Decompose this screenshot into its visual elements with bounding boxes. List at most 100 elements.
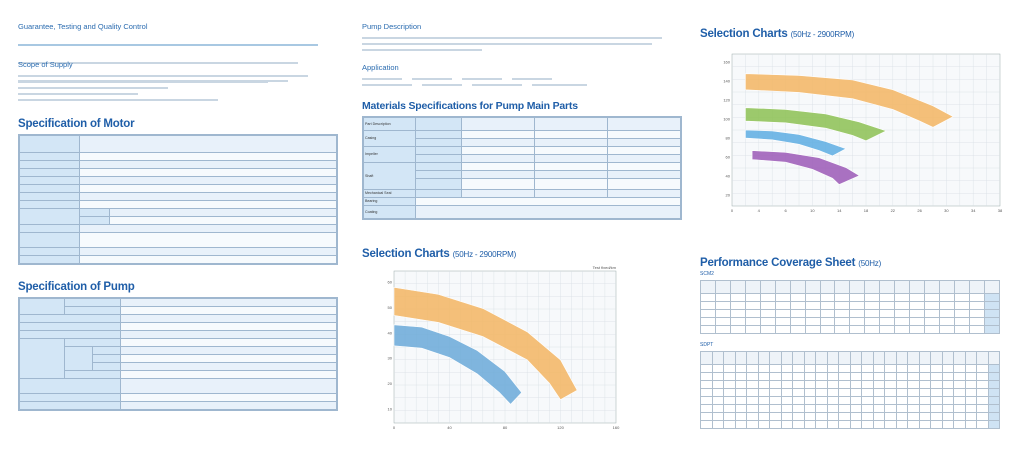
table-cell bbox=[879, 325, 896, 334]
table-cell bbox=[894, 301, 911, 310]
table-cell bbox=[714, 293, 731, 302]
table-cell bbox=[895, 372, 908, 381]
table-cell bbox=[711, 404, 724, 413]
table-cell bbox=[734, 412, 747, 421]
table-cell bbox=[964, 388, 977, 397]
table-cell bbox=[789, 301, 806, 310]
table-cell bbox=[964, 380, 977, 389]
table-cell bbox=[924, 301, 940, 310]
table-cell bbox=[953, 351, 966, 365]
table-cell bbox=[723, 412, 736, 421]
table-cell bbox=[838, 404, 851, 413]
table-cell bbox=[769, 404, 782, 413]
table-cell bbox=[803, 404, 816, 413]
table-cell bbox=[953, 388, 966, 397]
table-cell bbox=[838, 412, 851, 421]
table-cell bbox=[780, 412, 793, 421]
table-cell bbox=[884, 380, 897, 389]
table-cell bbox=[968, 309, 985, 318]
table-cell bbox=[759, 301, 776, 310]
table-cell bbox=[711, 412, 724, 421]
table-cell bbox=[769, 372, 782, 381]
table-cell bbox=[849, 364, 862, 373]
table-cell bbox=[849, 380, 862, 389]
table-cell bbox=[734, 380, 747, 389]
table-cell bbox=[930, 380, 943, 389]
table-cell bbox=[884, 364, 897, 373]
table-cell bbox=[714, 280, 731, 294]
table-cell bbox=[930, 420, 943, 429]
table-cell bbox=[987, 372, 1000, 381]
x-tick-label: 18 bbox=[864, 208, 869, 213]
table-cell bbox=[819, 325, 836, 334]
table-cell bbox=[744, 301, 761, 310]
table-cell bbox=[819, 280, 836, 294]
table-cell bbox=[774, 280, 791, 294]
table-row bbox=[700, 351, 1000, 365]
table-cell bbox=[700, 317, 716, 326]
table-cell bbox=[907, 364, 920, 373]
table-cell bbox=[930, 396, 943, 405]
y-tick-label: 160 bbox=[723, 60, 730, 65]
table-cell bbox=[939, 301, 955, 310]
table-cell bbox=[872, 372, 885, 381]
table-cell bbox=[909, 301, 926, 310]
table-cell bbox=[924, 309, 940, 318]
table-row bbox=[700, 301, 1001, 310]
table-cell bbox=[723, 388, 736, 397]
table-cell bbox=[930, 404, 943, 413]
table-cell bbox=[769, 380, 782, 389]
x-tick-label: 30 bbox=[944, 208, 949, 213]
table-cell bbox=[918, 351, 931, 365]
table-cell bbox=[941, 388, 954, 397]
table-cell bbox=[907, 380, 920, 389]
table-cell bbox=[780, 396, 793, 405]
performance-table-scm2 bbox=[700, 280, 1001, 334]
table-cell bbox=[895, 412, 908, 421]
table-cell bbox=[804, 325, 821, 334]
table-cell bbox=[872, 380, 885, 389]
table-cell bbox=[700, 420, 713, 429]
table-cell bbox=[968, 325, 985, 334]
table-cell bbox=[872, 412, 885, 421]
table-cell bbox=[964, 396, 977, 405]
table-cell bbox=[700, 293, 716, 302]
table-cell bbox=[872, 388, 885, 397]
table-cell bbox=[879, 280, 896, 294]
table-cell bbox=[895, 351, 908, 365]
x-tick-label: 80 bbox=[503, 425, 508, 430]
series-band-2 bbox=[393, 324, 523, 405]
pump-spec-table bbox=[18, 297, 338, 411]
table-cell bbox=[815, 388, 828, 397]
table-cell bbox=[924, 325, 940, 334]
table-cell bbox=[769, 412, 782, 421]
table-cell bbox=[987, 388, 1000, 397]
table-cell bbox=[924, 317, 940, 326]
table-cell bbox=[723, 420, 736, 429]
table-cell bbox=[789, 293, 806, 302]
table-cell bbox=[714, 309, 731, 318]
table-cell bbox=[723, 404, 736, 413]
chart-note: Test fixed/km bbox=[593, 265, 617, 270]
table-cell bbox=[700, 364, 713, 373]
table-cell bbox=[746, 388, 759, 397]
table-cell bbox=[746, 420, 759, 429]
table-cell bbox=[759, 325, 776, 334]
table-cell bbox=[983, 309, 1001, 318]
performance-table-sdpt bbox=[700, 351, 1000, 429]
table-cell bbox=[987, 364, 1000, 373]
table-cell bbox=[983, 325, 1001, 334]
chart-grid bbox=[732, 54, 1000, 206]
table-cell bbox=[804, 280, 821, 294]
table-cell bbox=[849, 317, 866, 326]
table-cell bbox=[849, 280, 866, 294]
table-cell bbox=[939, 317, 955, 326]
table-cell bbox=[861, 364, 874, 373]
table-cell bbox=[918, 412, 931, 421]
table-cell bbox=[953, 317, 970, 326]
table-cell bbox=[894, 280, 911, 294]
table-cell bbox=[838, 420, 851, 429]
pump-description-lines bbox=[362, 33, 680, 51]
table-cell bbox=[729, 301, 746, 310]
application-list bbox=[362, 74, 680, 86]
